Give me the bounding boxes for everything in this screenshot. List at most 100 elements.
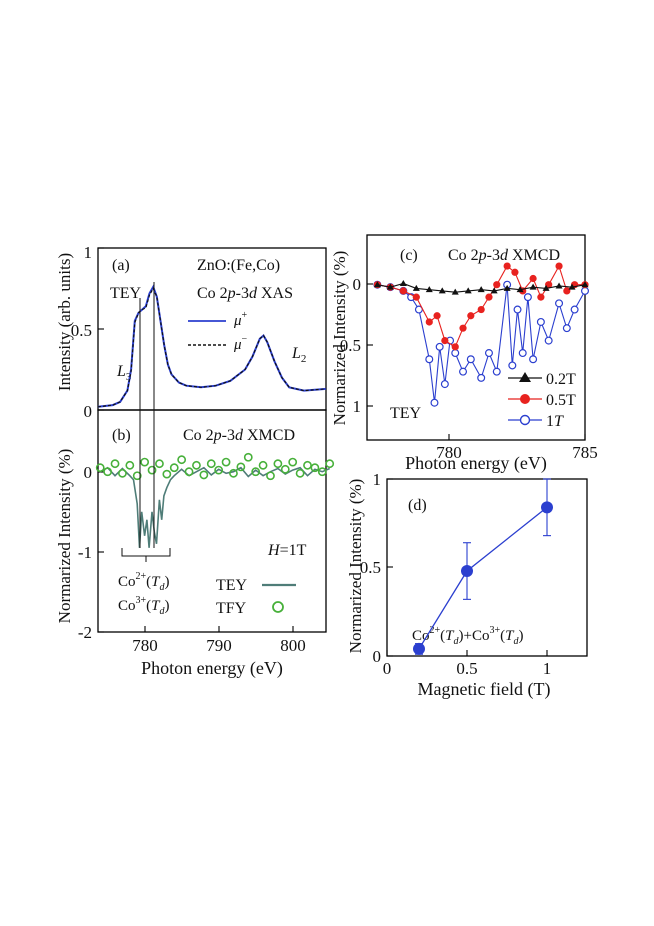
c-05t-point	[399, 287, 407, 295]
c-02t-point	[425, 286, 433, 293]
b-tfy-point	[110, 459, 120, 469]
c-05t-point	[537, 293, 545, 301]
a-ytick-1: 1	[84, 243, 93, 262]
c-xtick-780: 780	[436, 443, 462, 462]
c-series-line-2	[377, 284, 586, 403]
b-tfy-point	[147, 465, 157, 475]
b-tfy-point	[266, 471, 275, 481]
b-title: Co 2p-3d XMCD	[183, 427, 295, 444]
b-xtick-780: 780	[132, 636, 158, 655]
c-02t-point	[451, 288, 459, 295]
b-tfy-point	[258, 460, 268, 470]
panel-a: 0 0.5 1 Intensity (arb. units) (a) ZnO:(…	[55, 243, 327, 421]
b-legend-tey: TEY	[216, 577, 248, 594]
b-tfy-point	[206, 459, 216, 469]
a-title: ZnO:(Fe,Co)	[197, 257, 280, 274]
b-field-label: H=1T	[267, 542, 307, 559]
b-tfy-point	[221, 457, 231, 467]
b-ytick-0: 0	[84, 463, 93, 482]
d-ylabel: Normarized Intensity (%)	[346, 479, 365, 654]
c-1t-point	[536, 317, 545, 326]
b-tfy-point	[325, 459, 335, 469]
d-ytick-1: 1	[373, 470, 382, 489]
b-xtick-790: 790	[206, 636, 232, 655]
a-subtitle: Co 2p-3d XAS	[197, 285, 293, 302]
b-tfy-point	[288, 457, 298, 467]
c-1t-point	[466, 355, 475, 364]
c-02t-point	[503, 284, 511, 291]
c-xtick-785: 785	[572, 443, 598, 462]
d-series	[413, 478, 553, 655]
c-05t-point	[485, 293, 493, 301]
c-05t-point	[412, 293, 420, 301]
c-05t-point	[433, 312, 441, 320]
b-tfy-point	[184, 467, 194, 477]
d-point	[461, 565, 473, 578]
c-1t-point	[435, 342, 444, 351]
b-bracket	[121, 548, 171, 562]
c-02t-point	[555, 282, 563, 289]
b-legend-tfy-marker	[272, 601, 284, 613]
c-05t-point	[477, 305, 485, 314]
c-legend-05-marker	[520, 394, 530, 404]
b-tfy-point	[280, 464, 290, 474]
c-1t-point	[523, 293, 532, 302]
b-tfy-point	[214, 465, 224, 475]
b-ytick-m2: -2	[78, 623, 92, 642]
b-tfy-point	[251, 467, 261, 477]
c-1t-point	[580, 286, 589, 295]
a-series-mu-minus	[97, 287, 327, 408]
c-02t-point	[412, 284, 420, 291]
b-ylabel: Normarized Intensity (%)	[55, 449, 74, 624]
c-series-02t	[373, 279, 589, 295]
b-tfy-point	[317, 467, 327, 477]
b-ytick-m1: -1	[78, 543, 92, 562]
c-02t-point	[516, 286, 524, 293]
c-05t-point	[563, 287, 571, 295]
d-ytick-0: 0	[373, 647, 382, 666]
c-legend-02-marker	[519, 372, 531, 382]
c-ytick-05: 0.5	[340, 336, 361, 355]
b-tfy-point	[169, 463, 179, 473]
c-1t-point	[492, 367, 501, 376]
a-ytick-0: 0	[84, 402, 93, 421]
b-tfy-point	[199, 470, 209, 480]
b-series-tfy	[95, 452, 335, 481]
c-02t-point	[399, 279, 407, 286]
b-tfy-point	[243, 452, 253, 462]
c-title: Co 2p-3d XMCD	[448, 247, 560, 264]
b-tfy-point	[303, 460, 312, 470]
c-panel-label: (c)	[400, 247, 418, 264]
c-xlabel: Photon energy (eV)	[405, 453, 547, 474]
b-co3-label: Co3+(Td)	[118, 595, 170, 617]
c-legend-1-marker	[519, 414, 531, 426]
c-05t-point	[425, 318, 433, 326]
b-tfy-point	[177, 455, 187, 465]
c-tey-label: TEY	[390, 405, 422, 422]
c-1t-point	[518, 349, 527, 358]
b-xtick-800: 800	[280, 636, 306, 655]
a-legend-mu-minus: μ−	[233, 334, 248, 353]
c-1t-point	[529, 355, 538, 364]
panel-c: 0 0.5 1 780 785 Photon energy (eV) Norma…	[330, 234, 598, 474]
c-02t-point	[529, 283, 537, 290]
b-legend-tfy: TFY	[216, 600, 247, 617]
c-1t-point	[508, 361, 517, 370]
c-02t-point	[581, 281, 589, 288]
b-tfy-point	[132, 471, 142, 481]
b-tfy-point	[125, 460, 135, 470]
c-1t-point	[570, 305, 579, 314]
c-legend-02: 0.2T	[546, 371, 576, 388]
c-series-05t	[373, 262, 589, 351]
c-ylabel: Normarized Intensity (%)	[330, 251, 349, 426]
c-05t-point	[555, 262, 563, 270]
d-xtick-0: 0	[383, 659, 392, 678]
b-tfy-point	[95, 463, 105, 473]
c-1t-point	[459, 367, 468, 376]
a-panel-label: (a)	[112, 257, 130, 274]
d-note: Co2+(Td)+Co3+(Td)	[412, 625, 523, 647]
c-02t-point	[542, 284, 550, 291]
b-tfy-point	[140, 457, 150, 467]
c-1t-point	[513, 305, 522, 314]
